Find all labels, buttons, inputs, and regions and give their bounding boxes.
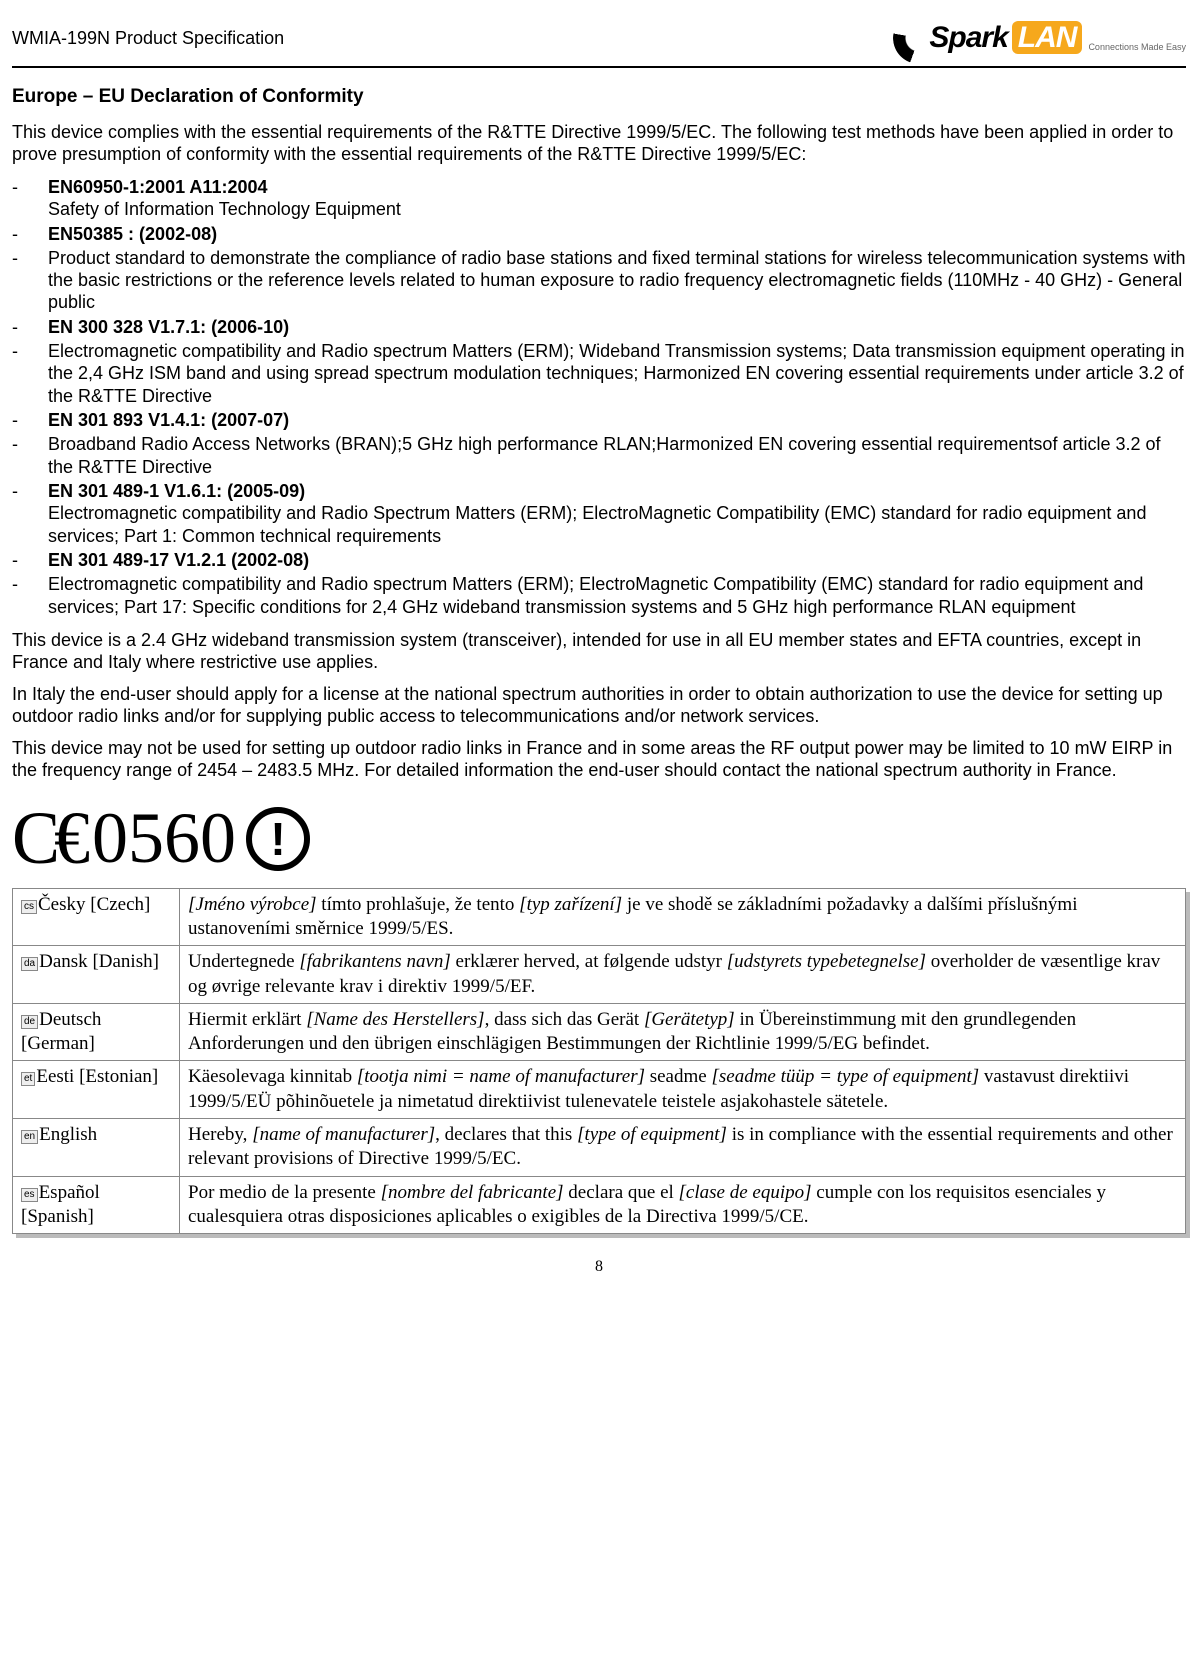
standard-code: EN 300 328 V1.7.1: (2006-10) (48, 317, 289, 337)
ce-mark-row: C€ 0560 ! (12, 804, 1186, 874)
language-english: [Danish] (92, 951, 158, 972)
language-native: Deutsch (39, 1009, 101, 1030)
equipment-placeholder: [type of equipment] (577, 1124, 727, 1145)
lang-code-badge: en (21, 1130, 38, 1144)
declaration-text-cell: Käesolevaga kinnitab [tootja nimi = name… (180, 1061, 1186, 1119)
language-native: Eesti (36, 1066, 74, 1087)
standard-description: Electromagnetic compatibility and Radio … (48, 574, 1143, 616)
page-number: 8 (12, 1258, 1186, 1276)
standards-list-item: Product standard to demonstrate the comp… (12, 247, 1186, 314)
standard-description: Broadband Radio Access Networks (BRAN);5… (48, 434, 1161, 476)
standard-code: EN 301 489-1 V1.6.1: (2005-09) (48, 481, 305, 501)
table-row: deDeutsch [German]Hiermit erklärt [Name … (13, 1003, 1186, 1061)
ce-notified-body-number: 0560 (92, 797, 236, 880)
manufacturer-placeholder: [Name des Herstellers] (306, 1009, 484, 1030)
lang-code-badge: et (21, 1072, 35, 1086)
standard-description: Safety of Information Technology Equipme… (48, 199, 401, 219)
language-cell: csČesky [Czech] (13, 888, 180, 946)
logo-swoosh-icon (893, 12, 945, 64)
language-native: Dansk (39, 951, 88, 972)
equipment-placeholder: [seadme tüüp = type of equipment] (711, 1066, 979, 1087)
standard-code: EN60950-1:2001 A11:2004 (48, 177, 268, 197)
ce-mark-icon: C€ (12, 795, 84, 882)
language-english: [Estonian] (79, 1066, 158, 1087)
logo-wordmark: SparkLAN (929, 21, 1082, 55)
declaration-text-cell: Por medio de la presente [nombre del fab… (180, 1176, 1186, 1234)
page-header: WMIA-199N Product Specification SparkLAN… (12, 12, 1186, 68)
lang-code-badge: da (21, 957, 38, 971)
declaration-text-cell: Undertegnede [fabrikantens navn] erklære… (180, 946, 1186, 1004)
declaration-text-cell: [Jméno výrobce] tímto prohlašuje, že ten… (180, 888, 1186, 946)
standards-list-item: EN 300 328 V1.7.1: (2006-10) (12, 316, 1186, 338)
table-row: csČesky [Czech][Jméno výrobce] tímto pro… (13, 888, 1186, 946)
standard-description: Product standard to demonstrate the comp… (48, 248, 1186, 313)
usage-paragraph-2: In Italy the end-user should apply for a… (12, 684, 1186, 728)
standards-list: EN60950-1:2001 A11:2004Safety of Informa… (12, 176, 1186, 618)
product-spec-title: WMIA-199N Product Specification (12, 28, 284, 49)
language-english: [Czech] (90, 894, 150, 915)
equipment-placeholder: [clase de equipo] (679, 1182, 812, 1203)
language-cell: enEnglish (13, 1119, 180, 1177)
manufacturer-placeholder: [nombre del fabricante] (381, 1182, 564, 1203)
standard-description: Electromagnetic compatibility and Radio … (48, 341, 1184, 406)
language-native: Česky (38, 894, 86, 915)
declaration-text-cell: Hiermit erklärt [Name des Herstellers], … (180, 1003, 1186, 1061)
equipment-placeholder: [Gerätetyp] (644, 1009, 735, 1030)
intro-paragraph: This device complies with the essential … (12, 122, 1186, 166)
language-english: [German] (21, 1033, 95, 1054)
table-row: daDansk [Danish]Undertegnede [fabrikante… (13, 946, 1186, 1004)
usage-paragraph-1: This device is a 2.4 GHz wideband transm… (12, 630, 1186, 674)
declaration-text-cell: Hereby, [name of manufacturer], declares… (180, 1119, 1186, 1177)
standards-list-item: EN50385 : (2002-08) (12, 223, 1186, 245)
manufacturer-placeholder: [Jméno výrobce] (188, 894, 317, 915)
declaration-table: csČesky [Czech][Jméno výrobce] tímto pro… (12, 888, 1186, 1235)
lang-code-badge: de (21, 1015, 38, 1029)
standards-list-item: Electromagnetic compatibility and Radio … (12, 573, 1186, 618)
lang-code-badge: cs (21, 900, 37, 914)
logo-tagline: Connections Made Easy (1088, 42, 1186, 52)
table-row: enEnglishHereby, [name of manufacturer],… (13, 1119, 1186, 1177)
language-cell: deDeutsch [German] (13, 1003, 180, 1061)
language-cell: esEspañol [Spanish] (13, 1176, 180, 1234)
standard-code: EN 301 893 V1.4.1: (2007-07) (48, 410, 289, 430)
standards-list-item: Electromagnetic compatibility and Radio … (12, 340, 1186, 407)
usage-paragraph-3: This device may not be used for setting … (12, 738, 1186, 782)
standards-list-item: EN 301 489-17 V1.2.1 (2002-08) (12, 549, 1186, 571)
standards-list-item: EN 301 893 V1.4.1: (2007-07) (12, 409, 1186, 431)
lang-code-badge: es (21, 1188, 38, 1202)
standard-code: EN 301 489-17 V1.2.1 (2002-08) (48, 550, 309, 570)
language-native: Español (39, 1182, 100, 1203)
table-row: etEesti [Estonian]Käesolevaga kinnitab [… (13, 1061, 1186, 1119)
language-cell: daDansk [Danish] (13, 946, 180, 1004)
manufacturer-placeholder: [name of manufacturer] (252, 1124, 435, 1145)
language-native: English (39, 1124, 97, 1145)
manufacturer-placeholder: [fabrikantens navn] (299, 951, 450, 972)
manufacturer-placeholder: [tootja nimi = name of manufacturer] (357, 1066, 645, 1087)
section-heading: Europe – EU Declaration of Conformity (12, 86, 1186, 108)
equipment-placeholder: [typ zařízení] (519, 894, 622, 915)
brand-logo: SparkLAN Connections Made Easy (893, 12, 1186, 64)
table-row: esEspañol [Spanish]Por medio de la prese… (13, 1176, 1186, 1234)
equipment-placeholder: [udstyrets typebetegnelse] (727, 951, 926, 972)
standards-list-item: Broadband Radio Access Networks (BRAN);5… (12, 433, 1186, 478)
language-english: [Spanish] (21, 1206, 94, 1227)
ce-alert-icon: ! (246, 807, 310, 871)
standards-list-item: EN 301 489-1 V1.6.1: (2005-09)Electromag… (12, 480, 1186, 547)
standard-description: Electromagnetic compatibility and Radio … (48, 503, 1146, 545)
standards-list-item: EN60950-1:2001 A11:2004Safety of Informa… (12, 176, 1186, 221)
language-cell: etEesti [Estonian] (13, 1061, 180, 1119)
standard-code: EN50385 : (2002-08) (48, 224, 217, 244)
